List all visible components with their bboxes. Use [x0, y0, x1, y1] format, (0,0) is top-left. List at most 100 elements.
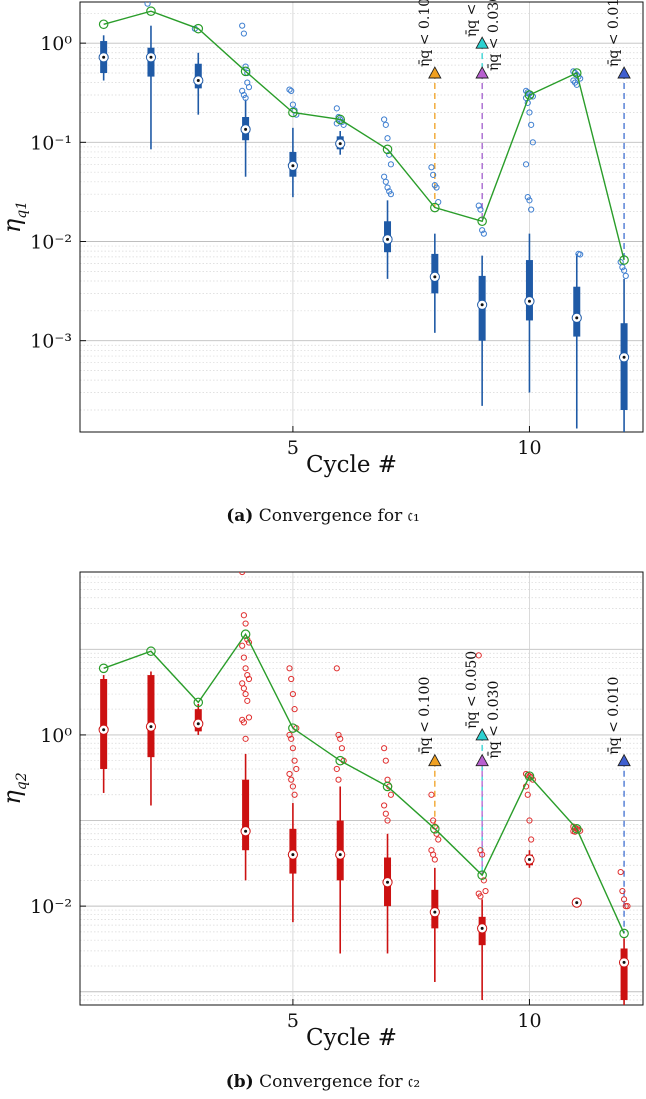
outlier-point [333, 665, 340, 672]
outlier-point [242, 620, 249, 627]
threshold-label: η̄q < 0.050 [464, 651, 480, 729]
outlier-point [387, 791, 395, 798]
max-point [477, 870, 487, 880]
y-axis-label-main: η [0, 790, 26, 805]
chart-a: 10⁰ 10⁻¹ 10⁻² 10⁻³ 5 10 Cycle # ηq1 η̄q < 0.100 η… [0, 0, 644, 478]
outlier-point [242, 63, 249, 70]
outlier-point [382, 757, 389, 764]
outlier-point [381, 745, 388, 752]
outlier-point [382, 810, 389, 817]
outlier-point [244, 697, 251, 704]
outlier-point [291, 757, 298, 764]
max-point [193, 23, 204, 34]
y-axis-label-main: η [0, 218, 26, 233]
max-point [619, 255, 629, 265]
box-median-dot [480, 926, 484, 930]
outlier-point [289, 690, 296, 698]
threshold-label: η̄q < 0.050 [464, 0, 480, 37]
max-point [288, 107, 298, 118]
outlier-point [387, 161, 395, 168]
threshold-label: η̄q < 0.030 [486, 681, 502, 759]
outlier-point [242, 665, 249, 672]
outlier-point [622, 903, 629, 910]
plot-frame [79, 571, 644, 1006]
threshold-triangle [475, 66, 489, 79]
outlier-point [381, 802, 388, 809]
box-median-dot [527, 299, 531, 303]
y-axis-label: ηq1 [0, 201, 30, 233]
max-point [619, 928, 629, 939]
threshold-triangle [475, 36, 489, 49]
plot-body [98, 572, 631, 1005]
box-body [100, 678, 108, 769]
outlier-point [526, 197, 533, 204]
max-point [382, 781, 393, 792]
outlier-point [240, 91, 247, 99]
outlier-point [239, 572, 246, 576]
outlier-point [524, 791, 531, 798]
box-median-dot [622, 355, 626, 359]
max-point [98, 19, 109, 30]
y-tick-label: 10⁻³ [30, 331, 72, 353]
grid [80, 2, 643, 432]
outlier-point [240, 685, 247, 692]
outlier-point [335, 776, 342, 783]
box-median-dot [575, 901, 579, 905]
threshold-triangle [428, 66, 442, 79]
threshold-label: η̄q < 0.100 [417, 0, 433, 67]
outlier-point [337, 735, 344, 742]
box-median-dot [291, 853, 295, 857]
outlier-point [286, 665, 293, 672]
grid [80, 572, 643, 1005]
outlier-point [529, 139, 536, 146]
outlier-point [245, 675, 253, 683]
y-axis-label: ηq2 [0, 772, 30, 804]
outlier-point [475, 652, 482, 659]
outlier-point [619, 887, 626, 895]
box-median-dot [338, 853, 342, 857]
outlier-point [291, 706, 298, 713]
outlier-point [288, 735, 295, 742]
box-body [620, 323, 628, 410]
x-tick-label: 10 [517, 437, 541, 459]
box-median-dot [338, 142, 342, 146]
max-point [430, 202, 440, 213]
outlier-point [479, 851, 486, 858]
outlier-point [526, 817, 533, 824]
outlier-point [289, 745, 296, 752]
max-point [524, 771, 535, 781]
y-axis-label-sub: q1 [14, 201, 30, 219]
outlier-point [620, 896, 628, 903]
box-body [242, 779, 250, 851]
max-point [477, 216, 487, 227]
outlier-point [617, 868, 624, 876]
y-tick-label: 10⁰ [40, 725, 72, 747]
outlier-point [475, 202, 482, 209]
threshold-label: η̄q < 0.010 [606, 0, 622, 67]
x-axis-label: Cycle # [306, 452, 397, 478]
outlier-point [479, 227, 486, 234]
box-median-dot [196, 722, 200, 726]
outlier-point [288, 675, 295, 683]
box-median-dot [291, 164, 295, 168]
outlier-point [245, 84, 253, 91]
outlier-point [240, 30, 247, 37]
x-tick-label: 5 [287, 1010, 299, 1032]
outlier-point [529, 776, 536, 783]
outlier-point [624, 903, 631, 910]
box-median-dot [102, 55, 106, 59]
box-median-dot [480, 303, 484, 307]
outlier-point [333, 765, 340, 773]
outlier-point [381, 116, 388, 123]
outlier-point [477, 893, 484, 900]
outlier-point [335, 731, 342, 739]
outlier-point [382, 178, 389, 185]
box-body [147, 675, 155, 758]
y-tick-label: 10⁰ [40, 33, 72, 55]
box-median-dot [622, 960, 626, 964]
threshold-label: η̄q < 0.010 [606, 677, 622, 755]
caption-a: (a) Convergence for 𝔠₁ [0, 506, 646, 526]
box-median-dot [386, 880, 390, 884]
outlier-point [620, 267, 628, 274]
outlier-point [430, 171, 437, 178]
